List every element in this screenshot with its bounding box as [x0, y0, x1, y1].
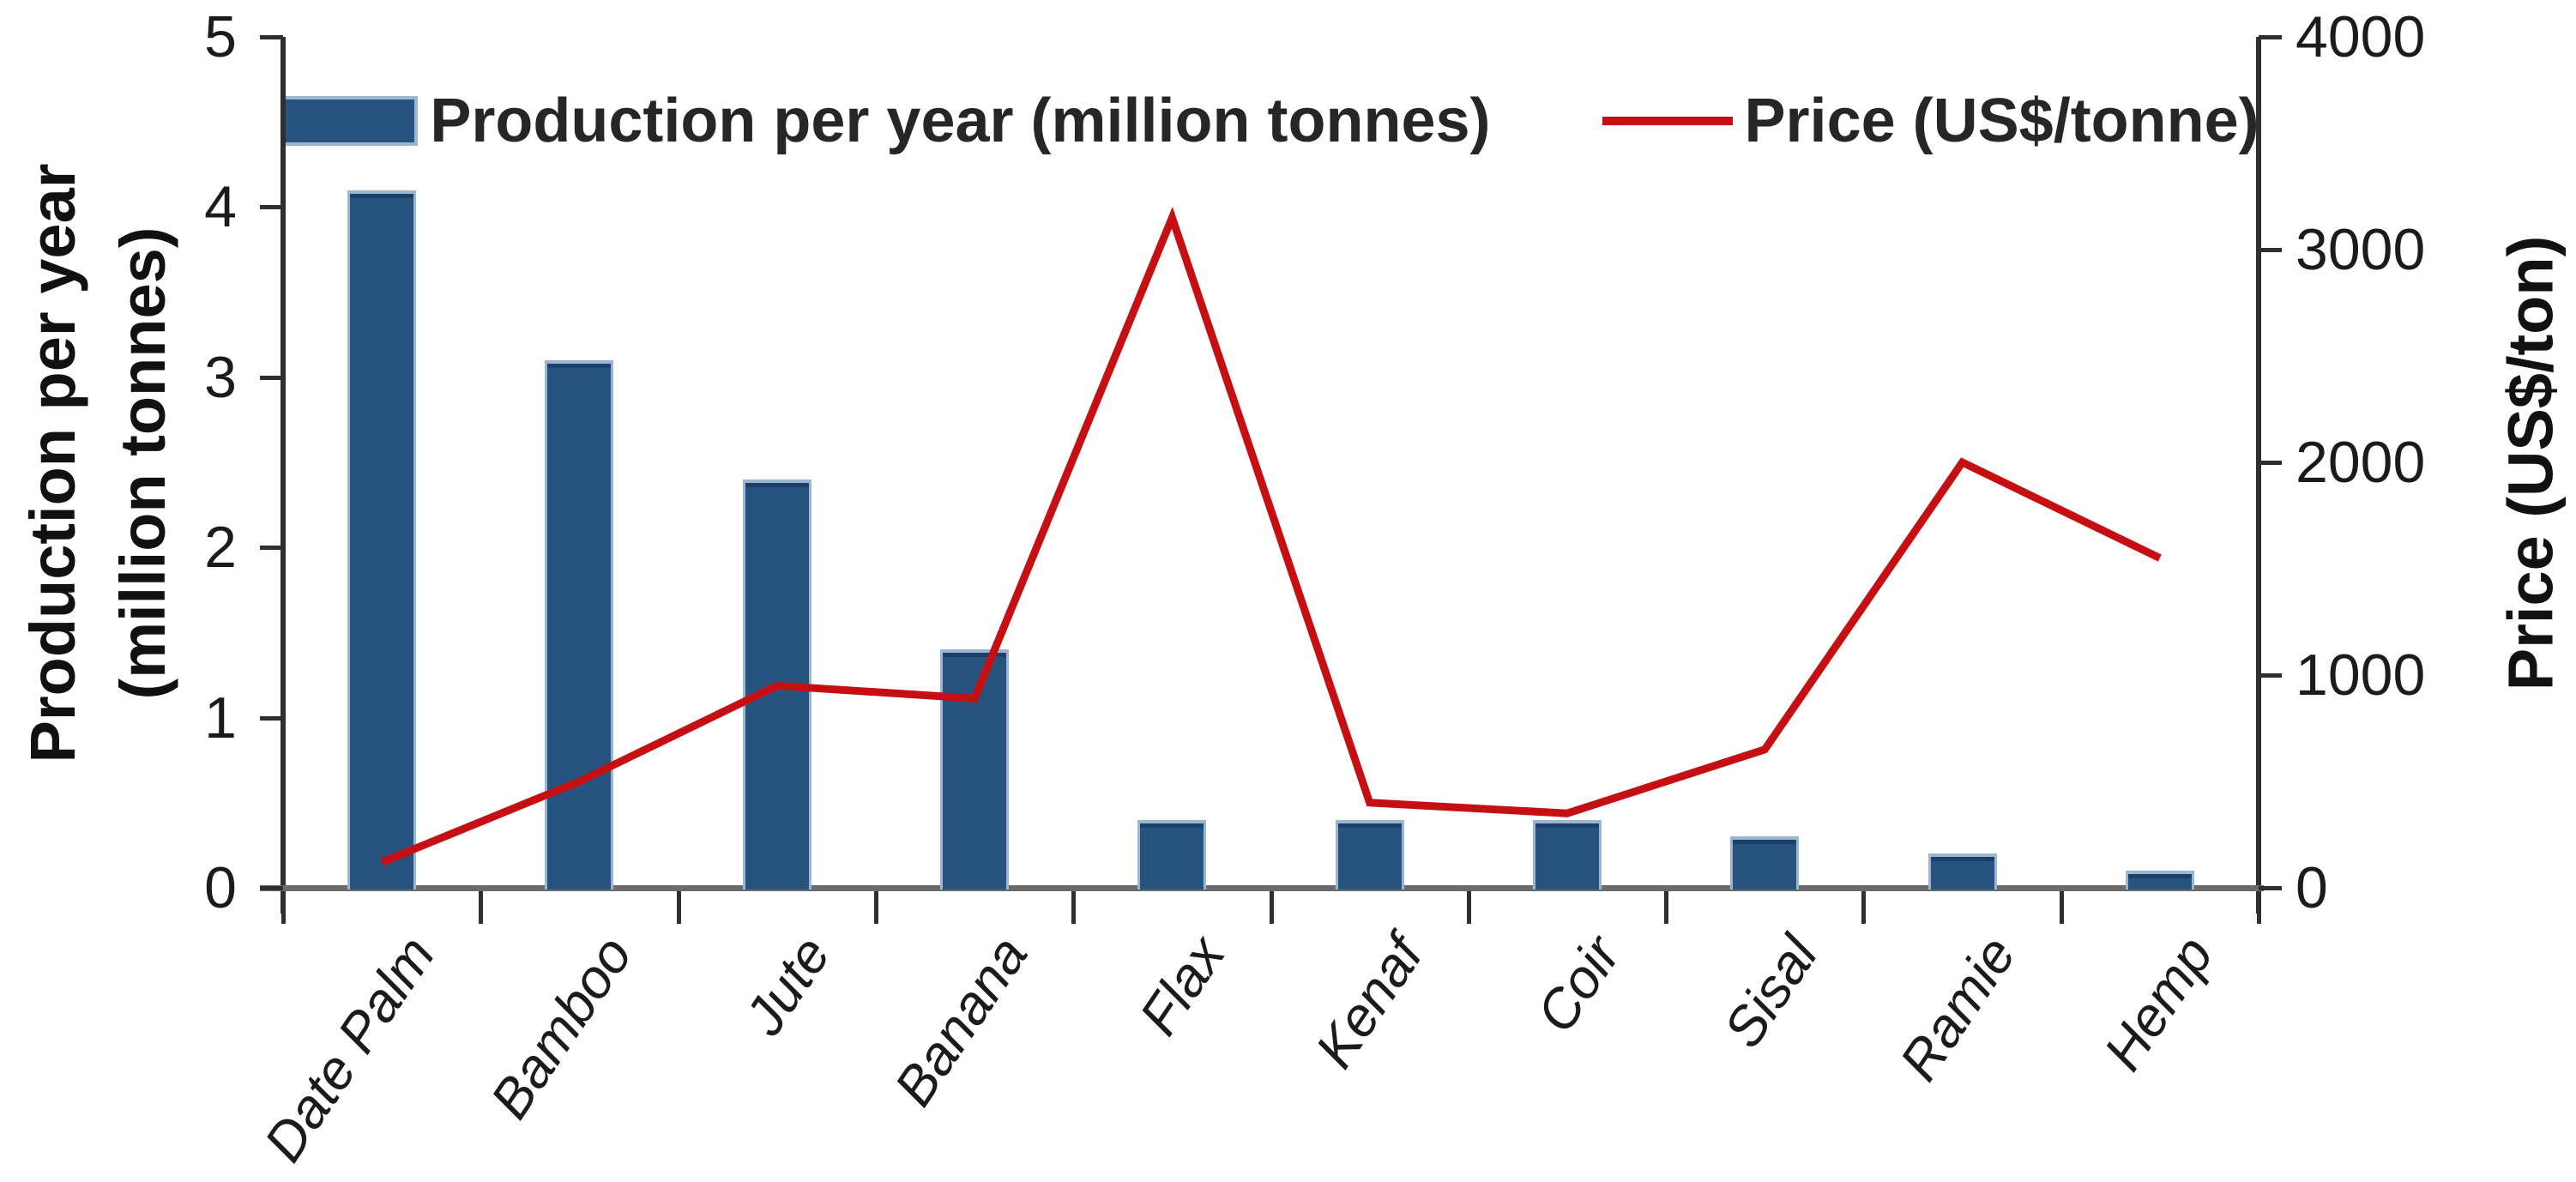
- left-axis-tick-label: 1: [204, 684, 237, 751]
- right-axis-tick-label: 0: [2295, 855, 2328, 920]
- right-axis-tick: [2259, 35, 2282, 39]
- right-axis-tick-label: 3000: [2295, 217, 2426, 282]
- bar-coir: [1532, 819, 1602, 890]
- x-axis-tick: [2257, 891, 2261, 924]
- legend-price-label: Price (US$/tonne): [1744, 87, 2259, 155]
- right-axis-tick: [2259, 248, 2282, 252]
- bar-series-swatch-icon: [282, 96, 419, 146]
- right-axis-tick: [2259, 673, 2282, 678]
- left-axis-tick: [260, 205, 283, 210]
- legend-entry-price: Price (US$/tonne): [1602, 86, 2259, 156]
- x-axis-tick: [1466, 891, 1471, 924]
- right-axis-line: [2256, 37, 2261, 914]
- right-axis-tick-label: 4000: [2295, 4, 2426, 69]
- left-axis-tick: [260, 546, 283, 551]
- right-axis-tick: [2259, 461, 2282, 465]
- price-line: [380, 206, 2162, 866]
- bar-ramie: [1927, 853, 1997, 890]
- x-axis-baseline: [260, 885, 2264, 891]
- left-axis-tick-label: 2: [204, 515, 237, 581]
- x-axis-tick: [676, 891, 681, 924]
- x-axis-tick: [1071, 891, 1077, 924]
- chart-legend: Production per year (million tonnes) Pri…: [282, 82, 2259, 160]
- left-axis-tick-label: 5: [204, 4, 237, 69]
- left-axis-line: [281, 37, 286, 914]
- bar-date-palm: [347, 190, 417, 890]
- left-axis-tick-label: 0: [204, 855, 237, 920]
- right-axis-tick-label: 2000: [2295, 430, 2426, 495]
- left-axis-tick: [260, 375, 283, 380]
- bar-hemp: [2125, 871, 2194, 890]
- x-axis-tick: [479, 891, 484, 924]
- bar-flax: [1137, 819, 1207, 890]
- bar-bamboo: [545, 359, 614, 890]
- legend-production-label: Production per year (million tonnes): [430, 87, 1491, 155]
- x-axis-tick: [873, 891, 878, 924]
- bar-sisal: [1730, 836, 1800, 890]
- x-axis-tick: [2059, 891, 2064, 924]
- right-axis-tick: [2259, 886, 2282, 890]
- bar-kenaf: [1335, 819, 1404, 890]
- left-axis-tick: [260, 35, 283, 39]
- left-axis-tick: [260, 715, 283, 721]
- right-axis-tick-label: 1000: [2295, 642, 2426, 708]
- x-axis-tick: [281, 891, 286, 924]
- line-series-swatch-icon: [1602, 117, 1733, 125]
- left-axis-tick-label: 3: [204, 344, 237, 410]
- x-axis-tick: [1664, 891, 1669, 924]
- left-axis-tick-label: 4: [204, 174, 237, 240]
- x-axis-tick: [1269, 891, 1274, 924]
- legend-entry-production: Production per year (million tonnes): [282, 86, 1491, 156]
- x-axis-tick: [1861, 891, 1867, 924]
- left-axis-tick: [260, 886, 283, 890]
